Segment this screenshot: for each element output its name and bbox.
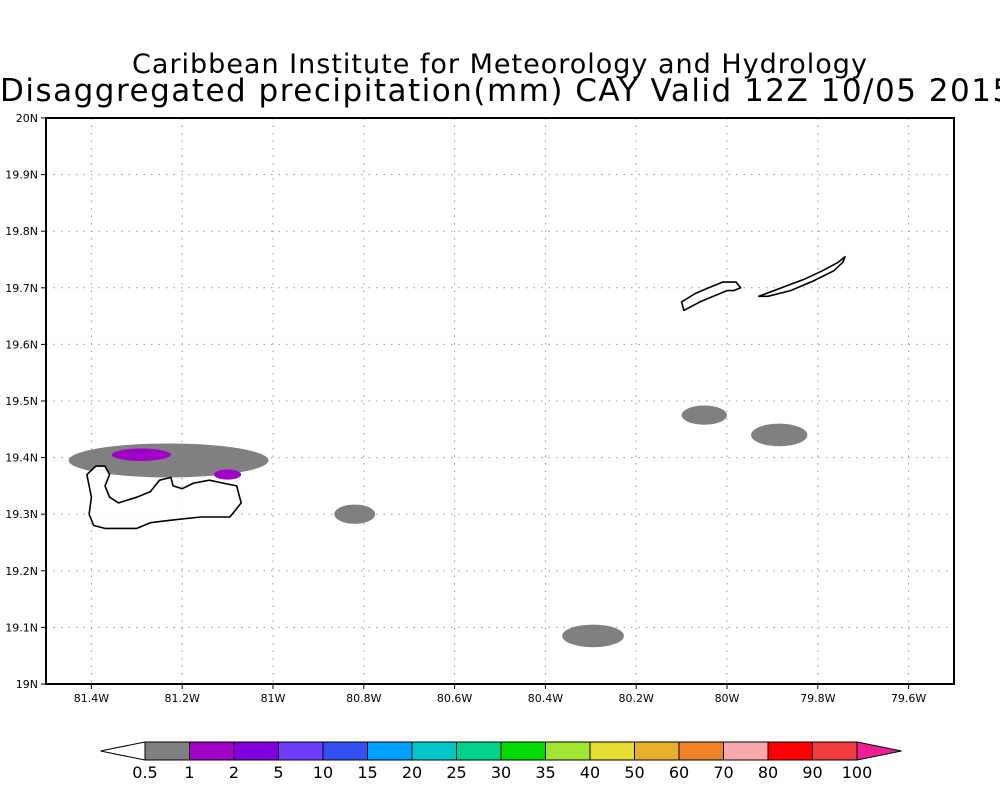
colorbar-label: 90 [802, 763, 822, 782]
institute-title: Caribbean Institute for Meteorology and … [132, 49, 868, 80]
y-tick-label: 19.9N [5, 169, 38, 182]
x-tick-label: 80.4W [528, 692, 563, 705]
y-tick-label: 19.6N [5, 338, 38, 351]
gridlines [46, 117, 954, 685]
y-tick-label: 19.8N [5, 225, 38, 238]
colorbar-cell [144, 741, 190, 761]
colorbar-label: 60 [669, 763, 689, 782]
colorbar-label: 0.5 [132, 763, 157, 782]
x-tick-label: 81W [261, 692, 286, 705]
colorbar-label: 15 [357, 763, 377, 782]
precipitation-area [751, 423, 808, 447]
colorbar-label: 2 [229, 763, 239, 782]
colorbar-cell [545, 741, 591, 761]
y-tick-label: 19.4N [5, 452, 38, 465]
x-tick-label: 79.8W [800, 692, 835, 705]
colorbar-label: 80 [758, 763, 778, 782]
precipitation-area [562, 624, 624, 648]
colorbar-label: 20 [402, 763, 422, 782]
colorbar-cell [189, 741, 235, 761]
y-tick-label: 20N [16, 112, 38, 125]
colorbar-cell [411, 741, 457, 761]
colorbar-cell [322, 741, 368, 761]
colorbar-cell [367, 741, 413, 761]
x-tick-label: 79.6W [891, 692, 926, 705]
x-axis-ticks: 81.4W 81.2W 81W 80.8W 80.6W 80.4W 80.2W 80W 79.8… [74, 684, 926, 705]
map-title: Disaggregated precipitation(mm) CAY Vali… [0, 73, 1000, 109]
x-tick-label: 80.8W [346, 692, 381, 705]
y-axis-ticks: 19N 19.1N 19.2N 19.3N 19.4N 19.5N 19.6N 19.7N 19… [5, 112, 46, 691]
island-cayman-brac [757, 255, 846, 298]
y-tick-label: 19N [16, 678, 38, 691]
colorbar-cell [100, 741, 146, 761]
colorbar-label: 25 [446, 763, 466, 782]
x-tick-label: 81.4W [74, 692, 109, 705]
precipitation-areas [68, 405, 808, 648]
colorbar-cell [856, 741, 902, 761]
colorbar-cell [456, 741, 502, 761]
colorbar-cell [678, 741, 724, 761]
colorbar-cell [634, 741, 680, 761]
y-tick-label: 19.1N [5, 621, 38, 634]
colorbar-cell [233, 741, 279, 761]
colorbar-label: 70 [713, 763, 733, 782]
precipitation-map: 81.4W 81.2W 81W 80.8W 80.6W 80.4W 80.2W 80W 79.8… [5, 112, 955, 705]
precipitation-area [111, 448, 171, 461]
precipitation-area [681, 405, 727, 425]
colorbar-label: 10 [313, 763, 333, 782]
y-tick-label: 19.2N [5, 565, 38, 578]
colorbar-label: 30 [491, 763, 511, 782]
colorbar: 0.5 1 2 5 10 15 20 25 30 35 40 50 60 70 80 90 100 [100, 741, 902, 782]
colorbar-label: 1 [184, 763, 194, 782]
x-tick-label: 80W [715, 692, 740, 705]
island-outlines [86, 255, 846, 530]
colorbar-cell [500, 741, 546, 761]
colorbar-label: 50 [624, 763, 644, 782]
x-tick-label: 80.6W [437, 692, 472, 705]
y-tick-label: 19.7N [5, 282, 38, 295]
precipitation-area [334, 504, 376, 524]
colorbar-cell [589, 741, 635, 761]
x-tick-label: 80.2W [619, 692, 654, 705]
island-little-cayman [680, 281, 742, 312]
y-tick-label: 19.3N [5, 508, 38, 521]
colorbar-cell [767, 741, 813, 761]
precipitation-area [213, 469, 242, 480]
island-grand-cayman [86, 465, 242, 530]
colorbar-cell [278, 741, 324, 761]
colorbar-label: 35 [535, 763, 555, 782]
x-tick-label: 81.2W [165, 692, 200, 705]
colorbar-label: 5 [273, 763, 283, 782]
y-tick-label: 19.5N [5, 395, 38, 408]
colorbar-cell [812, 741, 858, 761]
colorbar-cell [723, 741, 769, 761]
colorbar-label: 40 [580, 763, 600, 782]
colorbar-label: 100 [842, 763, 873, 782]
